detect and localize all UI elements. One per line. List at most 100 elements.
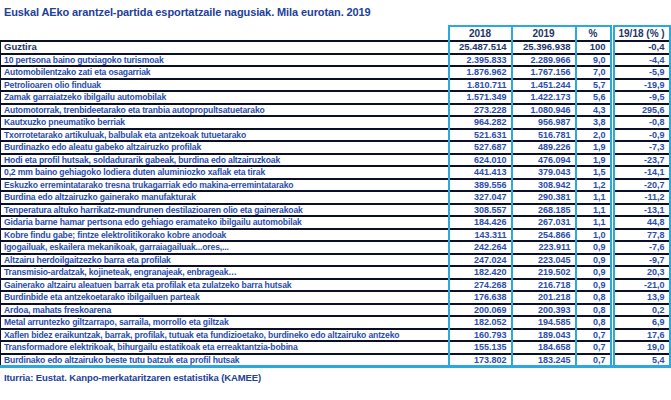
row-value: 1,9 — [576, 154, 611, 167]
row-value: -7,6 — [614, 241, 670, 254]
row-label: Burdinako edo altzairuko beste tutu batz… — [1, 354, 449, 367]
row-value: 20,3 — [614, 266, 670, 279]
row-value: 1,9 — [576, 141, 611, 154]
table-row: Metal arruntezko giltzarrapo, sarraila, … — [1, 316, 670, 329]
table-row: Xaflen bidez eraikuntzak, barrak, profil… — [1, 329, 670, 342]
table-row: Transformadore elektrikoak, bihurgailu e… — [1, 341, 670, 354]
row-label: Petrolioaren olio finduak — [1, 79, 449, 92]
row-label: Gidaria barne hamar pertsona edo gehiago… — [1, 216, 449, 229]
table-row: Burdinako edo altzairuko beste tutu batz… — [1, 354, 670, 367]
row-value: 223.045 — [512, 254, 576, 267]
row-value: -20,7 — [614, 179, 670, 192]
row-value: 2,0 — [576, 129, 611, 142]
row-value: 379.043 — [512, 166, 576, 179]
table-row: Eskuzko erremintatarako tresna trukagarr… — [1, 179, 670, 192]
row-value: -9,7 — [614, 254, 670, 267]
table-row: Igogailuak, eskailera mekanikoak, garrai… — [1, 241, 670, 254]
row-value: 267.031 — [512, 216, 576, 229]
row-value: 176.638 — [449, 291, 512, 304]
row-value: 155.135 — [449, 341, 512, 354]
table-body: Guztira25.487.51425.396.938100-0,410 per… — [1, 41, 670, 367]
table-row: Zamak garraiatzeko ibilgailu automobilak… — [1, 91, 670, 104]
row-value: 184.426 — [449, 216, 512, 229]
row-label: Transmisio-ardatzak, kojineteak, engrana… — [1, 266, 449, 279]
row-label: Automotorrak, trenbideetarako eta tranbi… — [1, 104, 449, 117]
row-label: Zamak garraiatzeko ibilgailu automobilak — [1, 91, 449, 104]
row-value: 1,1 — [576, 204, 611, 217]
row-value: 964.282 — [449, 116, 512, 129]
row-value: 1,0 — [576, 229, 611, 242]
row-value: 1.451.244 — [512, 79, 576, 92]
row-value: 4,3 — [576, 104, 611, 117]
row-value: 143.311 — [449, 229, 512, 242]
table-row: Kautxuzko pneumatiko berriak964.282956.9… — [1, 116, 670, 129]
row-value: 1,2 — [576, 179, 611, 192]
table-row: Tenperatura altuko harrikatz-mundrunen d… — [1, 204, 670, 217]
row-value: -7,3 — [614, 141, 670, 154]
row-label: Automobilentzako zati eta osagarriak — [1, 66, 449, 79]
table-row: Burdina edo altzairuzko gainerako manufa… — [1, 191, 670, 204]
row-value: -19,9 — [614, 79, 670, 92]
row-value: -0,8 — [614, 116, 670, 129]
row-label: Transformadore elektrikoak, bihurgailu e… — [1, 341, 449, 354]
header-2019: 2019 — [512, 26, 576, 41]
row-value: 173.802 — [449, 354, 512, 367]
header-row: 2018 2019 % 19/18 (% ) — [1, 26, 670, 41]
row-value: 77,8 — [614, 229, 670, 242]
row-value: 194.585 — [512, 316, 576, 329]
row-value: 521.631 — [449, 129, 512, 142]
row-value: 389.556 — [449, 179, 512, 192]
row-value: 219.502 — [512, 266, 576, 279]
row-value: 223.911 — [512, 241, 576, 254]
row-value: 527.687 — [449, 141, 512, 154]
table-row: Burdinazko edo aleatu gabeko altzairuzko… — [1, 141, 670, 154]
row-value: 200.069 — [449, 304, 512, 317]
row-value: -23,7 — [614, 154, 670, 167]
row-label: Ardoa, mahats freskoarena — [1, 304, 449, 317]
row-label: Tenperatura altuko harrikatz-mundrunen d… — [1, 204, 449, 217]
row-label: Gainerako altzairu aleatuen barrak eta p… — [1, 279, 449, 292]
table-row: Automobilentzako zati eta osagarriak1.87… — [1, 66, 670, 79]
row-label: Altzairu herdoilgaitzezko barra eta prof… — [1, 254, 449, 267]
row-value: 189.043 — [512, 329, 576, 342]
row-value: -0,4 — [614, 41, 670, 54]
row-value: 9,0 — [576, 54, 611, 67]
row-value: 2.395.833 — [449, 54, 512, 67]
row-value: -14,1 — [614, 166, 670, 179]
table-row: Txorrotetarako artikuluak, balbulak eta … — [1, 129, 670, 142]
source-note: Iturria: Eustat. Kanpo-merkataritzaren e… — [0, 372, 671, 383]
row-label: Hodi eta profil hutsak, soldadurarik gab… — [1, 154, 449, 167]
row-value: 184.658 — [512, 341, 576, 354]
row-value: 1.422.173 — [512, 91, 576, 104]
row-value: -0,9 — [614, 129, 670, 142]
row-value: 441.413 — [449, 166, 512, 179]
row-value: 0,2 — [614, 304, 670, 317]
row-label: Igogailuak, eskailera mekanikoak, garrai… — [1, 241, 449, 254]
row-value: 183.245 — [512, 354, 576, 367]
row-value: 160.793 — [449, 329, 512, 342]
row-value: -4,4 — [614, 54, 670, 67]
table-header: 2018 2019 % 19/18 (% ) — [1, 26, 670, 41]
row-label: Eskuzko erremintatarako tresna trukagarr… — [1, 179, 449, 192]
table-row: Gainerako altzairu aleatuen barrak eta p… — [1, 279, 670, 292]
row-value: 308.942 — [512, 179, 576, 192]
row-value: 182.420 — [449, 266, 512, 279]
row-value: 182.052 — [449, 316, 512, 329]
row-value: 956.987 — [512, 116, 576, 129]
row-label: Metal arruntezko giltzarrapo, sarraila, … — [1, 316, 449, 329]
row-value: 5,7 — [576, 79, 611, 92]
row-value: 290.381 — [512, 191, 576, 204]
row-label: Txorrotetarako artikuluak, balbulak eta … — [1, 129, 449, 142]
table-row: 10 pertsona baino gutxiagoko turismoak2.… — [1, 54, 670, 67]
row-value: 19,0 — [614, 341, 670, 354]
row-value: 5,6 — [576, 91, 611, 104]
table-row: Transmisio-ardatzak, kojineteak, engrana… — [1, 266, 670, 279]
table-row: Kobre findu gabe; fintze elektrolitikora… — [1, 229, 670, 242]
row-value: 1.810.711 — [449, 79, 512, 92]
row-value: 100 — [576, 41, 611, 54]
table-row: Ardoa, mahats freskoarena200.069200.3930… — [1, 304, 670, 317]
row-value: 1,1 — [576, 191, 611, 204]
table-row: Hodi eta profil hutsak, soldadurarik gab… — [1, 154, 670, 167]
row-value: 476.094 — [512, 154, 576, 167]
row-label: Xaflen bidez eraikuntzak, barrak, profil… — [1, 329, 449, 342]
